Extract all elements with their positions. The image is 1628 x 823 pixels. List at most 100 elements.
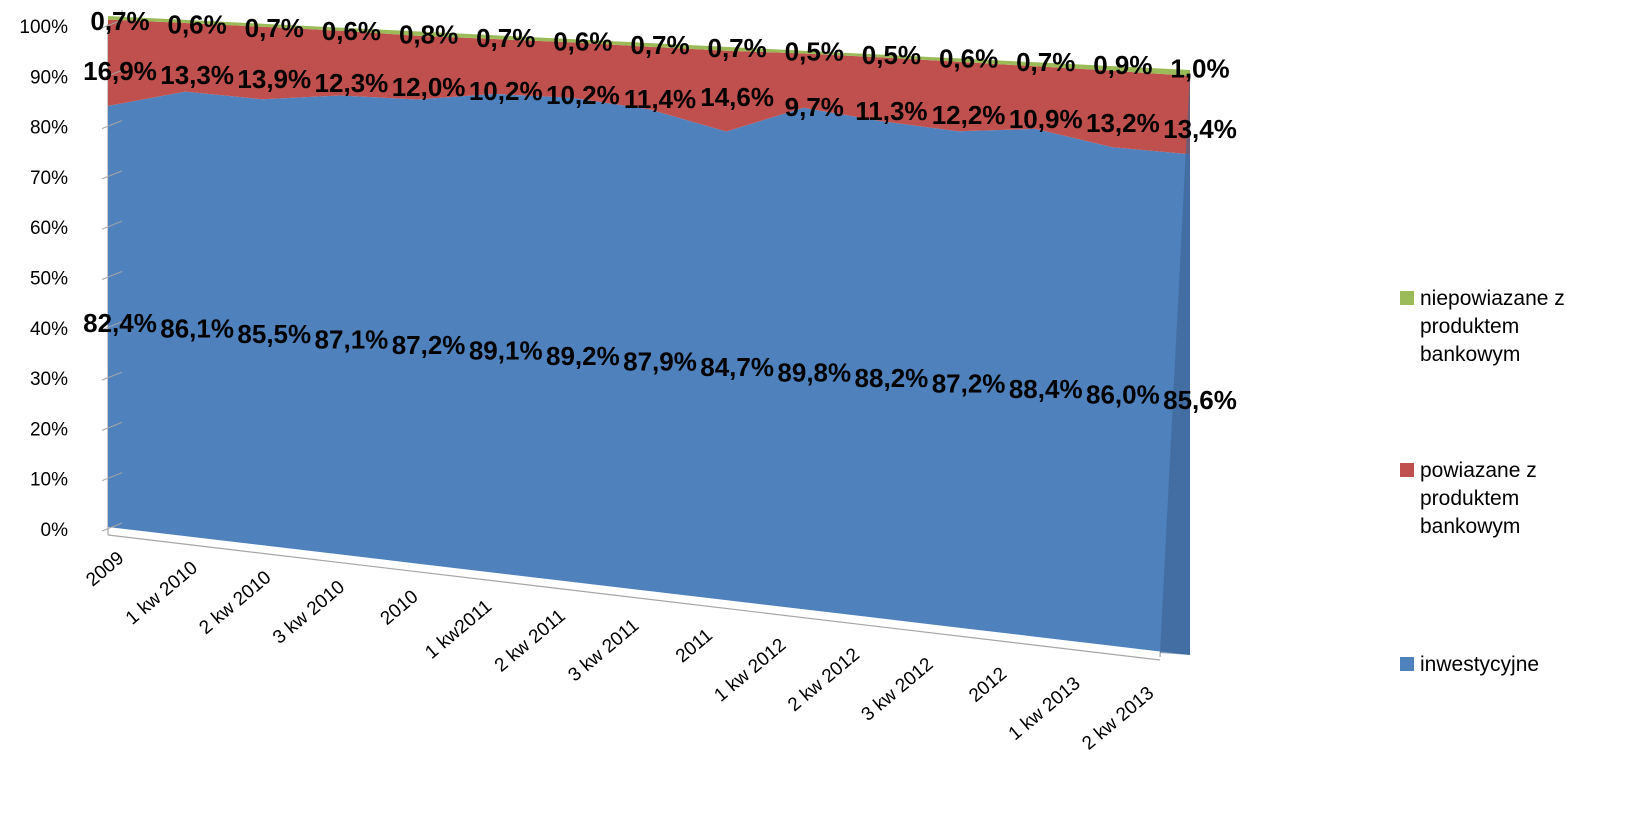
data-label-1: 11,3% xyxy=(855,96,927,126)
data-label-1: 13,9% xyxy=(237,64,311,94)
y-tick-label: 20% xyxy=(30,419,68,440)
y-tick-label: 30% xyxy=(30,369,68,390)
area-series-1 xyxy=(108,19,1190,155)
data-label-0: 88,4% xyxy=(1009,374,1083,404)
x-category-label: 2011 xyxy=(672,625,717,667)
data-label-2: 0,6% xyxy=(322,16,381,46)
area-series-0 xyxy=(108,91,1190,656)
x-category-label: 1 kw 2012 xyxy=(710,635,790,707)
y-tick-mark xyxy=(101,271,123,280)
y-tick-label: 10% xyxy=(30,470,68,491)
area-series-2 xyxy=(108,16,1190,76)
data-label-0: 89,2% xyxy=(546,341,620,371)
x-category-label: 2009 xyxy=(82,548,128,591)
y-tick-mark xyxy=(101,220,123,230)
data-label-0: 87,2% xyxy=(392,330,466,360)
y-tick-mark xyxy=(101,321,123,331)
x-category-label: 2 kw 2013 xyxy=(1078,683,1158,755)
data-label-1: 14,6% xyxy=(700,82,774,112)
legend-item-inwestycyjne: inwestycyjne xyxy=(1400,651,1590,679)
data-label-2: 0,6% xyxy=(939,43,998,73)
x-category-label: 3 kw 2011 xyxy=(564,615,643,686)
y-tick-label: 90% xyxy=(30,67,68,88)
data-label-0: 82,4% xyxy=(83,308,157,338)
legend-swatch-niepowiazane xyxy=(1400,291,1414,305)
legend-item-niepowiazane: niepowiazane z produktem bankowym xyxy=(1400,285,1590,369)
x-category-label: 2012 xyxy=(965,663,1011,706)
data-label-2: 0,5% xyxy=(785,37,844,67)
x-category-label: 1 kw 2013 xyxy=(1005,673,1085,745)
y-tick-mark xyxy=(101,19,123,29)
data-label-2: 0,8% xyxy=(399,20,458,50)
data-label-1: 13,2% xyxy=(1086,108,1160,138)
y-tick-label: 70% xyxy=(30,168,68,189)
x-category-label: 1 kw 2010 xyxy=(122,557,202,629)
data-label-2: 0,7% xyxy=(1016,47,1075,77)
y-tick-label: 100% xyxy=(19,17,68,38)
data-label-1: 10,2% xyxy=(469,76,543,106)
y-tick-mark xyxy=(101,472,123,482)
legend-label-niepowiazane: niepowiazane z produktem bankowym xyxy=(1420,287,1565,366)
data-label-1: 13,3% xyxy=(160,60,234,90)
data-label-1: 12,3% xyxy=(315,68,389,98)
data-label-2: 0,6% xyxy=(168,9,227,39)
data-label-1: 9,7% xyxy=(785,92,844,122)
data-label-2: 0,6% xyxy=(553,26,612,56)
data-label-1: 11,4% xyxy=(624,84,696,114)
x-category-label: 2010 xyxy=(377,586,423,629)
y-axis-ticks: 0% 10% 20% 30% 40% 50% 60% 70% 80% 90% 100% xyxy=(19,17,123,541)
y-tick-label: 0% xyxy=(41,520,69,541)
data-label-0: 87,2% xyxy=(932,369,1006,399)
x-category-label: 2 kw 2010 xyxy=(195,567,275,639)
data-label-1: 12,2% xyxy=(932,100,1006,130)
data-label-0: 85,6% xyxy=(1163,385,1237,415)
data-labels: 82,4% 86,1% 85,5% 87,1% 87,2% 89,1% 89,2% 87,9%… xyxy=(83,6,1237,415)
data-label-0: 88,2% xyxy=(855,363,929,393)
y-tick-mark xyxy=(101,120,123,130)
data-label-0: 86,1% xyxy=(160,314,234,344)
y-tick-mark xyxy=(101,371,123,381)
legend-label-powiazane: powiazane z produktem bankowym xyxy=(1420,459,1537,538)
data-label-1: 13,4% xyxy=(1163,114,1237,144)
data-label-2: 0,7% xyxy=(476,23,535,53)
data-label-2: 0,7% xyxy=(630,30,689,60)
data-label-1: 16,9% xyxy=(83,56,157,86)
area-side-face xyxy=(1160,70,1190,655)
data-label-2: 1,0% xyxy=(1170,54,1229,84)
data-label-1: 10,2% xyxy=(546,80,620,110)
data-label-0: 84,7% xyxy=(700,352,774,382)
data-label-2: 0,7% xyxy=(245,13,304,43)
legend-label-inwestycyjne: inwestycyjne xyxy=(1420,653,1540,676)
legend-swatch-inwestycyjne xyxy=(1400,657,1414,671)
data-label-1: 10,9% xyxy=(1009,104,1083,134)
legend-swatch-powiazane xyxy=(1400,463,1414,477)
data-label-0: 87,9% xyxy=(623,347,697,377)
y-tick-mark xyxy=(101,170,123,180)
data-label-0: 87,1% xyxy=(315,325,389,355)
data-label-2: 0,9% xyxy=(1093,50,1152,80)
y-tick-mark xyxy=(101,421,123,431)
x-category-label: 2 kw 2012 xyxy=(784,644,864,716)
x-category-label: 3 kw 2010 xyxy=(269,577,349,649)
y-tick-mark xyxy=(101,522,123,532)
y-tick-label: 50% xyxy=(30,269,68,290)
data-label-2: 0,5% xyxy=(862,40,921,70)
data-label-0: 85,5% xyxy=(237,319,311,349)
data-label-0: 89,8% xyxy=(777,358,851,388)
x-axis-line xyxy=(107,534,1161,661)
y-tick-label: 40% xyxy=(30,319,68,340)
x-category-label: 1 kw2011 xyxy=(421,596,496,663)
series-areas xyxy=(108,16,1190,656)
data-label-0: 86,0% xyxy=(1086,380,1160,410)
data-label-2: 0,7% xyxy=(708,33,767,63)
data-label-1: 12,0% xyxy=(392,72,466,102)
data-label-0: 89,1% xyxy=(469,336,543,366)
legend-item-powiazane: powiazane z produktem bankowym xyxy=(1400,457,1590,541)
y-tick-mark xyxy=(101,69,123,79)
y-tick-label: 80% xyxy=(30,118,68,139)
data-label-2: 0,7% xyxy=(90,6,149,36)
y-tick-label: 60% xyxy=(30,218,68,239)
x-category-label: 3 kw 2012 xyxy=(858,654,938,726)
x-category-label: 2 kw 2011 xyxy=(491,606,570,677)
